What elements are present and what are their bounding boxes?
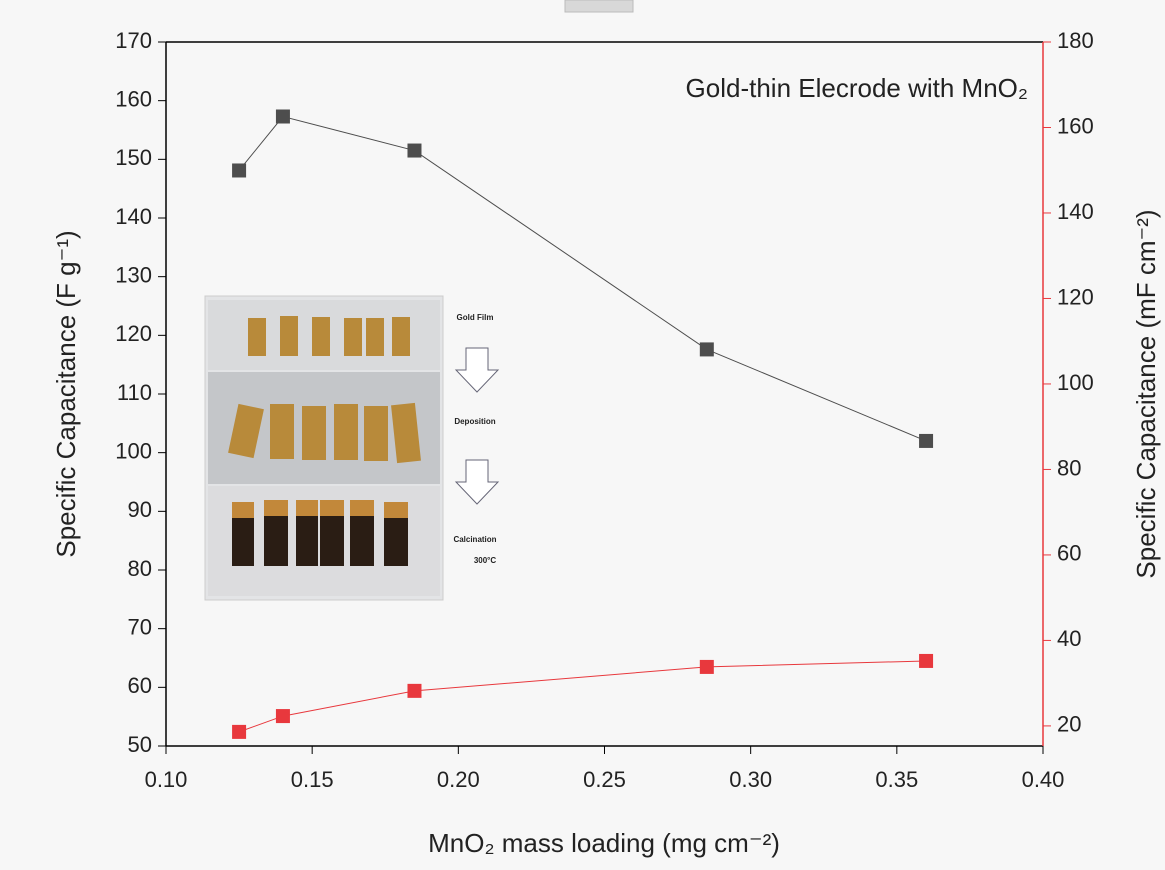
y2-tick-label: 80 xyxy=(1057,455,1081,480)
y-tick-label: 130 xyxy=(115,262,152,287)
marker xyxy=(275,709,290,724)
y2-tick-label: 160 xyxy=(1057,113,1094,138)
x-tick-label: 0.35 xyxy=(875,767,918,792)
inset-label: Calcination xyxy=(453,535,496,544)
x-tick-label: 0.20 xyxy=(437,767,480,792)
y2-tick-label: 20 xyxy=(1057,712,1081,737)
y-tick-label: 170 xyxy=(115,28,152,53)
series-line xyxy=(238,660,927,733)
y-tick-label: 150 xyxy=(115,145,152,170)
x-tick-label: 0.10 xyxy=(145,767,188,792)
marker xyxy=(699,342,714,357)
x-tick-label: 0.40 xyxy=(1022,767,1065,792)
x-axis-label: MnO₂ mass loading (mg cm⁻²) xyxy=(428,828,780,858)
inset-label: Deposition xyxy=(454,417,495,426)
inset-label: 300°C xyxy=(474,556,497,565)
y2-tick-label: 180 xyxy=(1057,28,1094,53)
marker xyxy=(699,659,714,674)
y2-tick-label: 40 xyxy=(1057,626,1081,651)
marker xyxy=(232,163,247,178)
y2-tick-label: 100 xyxy=(1057,370,1094,395)
y-tick-label: 80 xyxy=(128,556,152,581)
y-tick-label: 60 xyxy=(128,673,152,698)
y-tick-label: 90 xyxy=(128,497,152,522)
marker xyxy=(919,653,934,668)
y-tick-label: 140 xyxy=(115,204,152,229)
y-tick-label: 100 xyxy=(115,438,152,463)
marker xyxy=(919,433,934,448)
y-axis-label: Specific Capacitance (F g⁻¹) xyxy=(51,230,81,557)
y-tick-label: 110 xyxy=(117,380,152,405)
marker xyxy=(407,143,422,158)
y2-axis-label: Specific Capacitance (mF cm⁻²) xyxy=(1131,209,1161,578)
y2-tick-label: 120 xyxy=(1057,284,1094,309)
marker xyxy=(275,109,290,124)
y2-tick-label: 140 xyxy=(1057,199,1094,224)
marker xyxy=(407,683,422,698)
top-tab xyxy=(564,0,634,13)
inset-photo xyxy=(204,295,500,601)
y-tick-label: 70 xyxy=(128,614,152,639)
x-tick-label: 0.30 xyxy=(729,767,772,792)
y-tick-label: 120 xyxy=(115,321,152,346)
y-tick-label: 160 xyxy=(115,86,152,111)
inset-label: Gold Film xyxy=(457,313,494,322)
y2-tick-label: 60 xyxy=(1057,541,1081,566)
x-tick-label: 0.15 xyxy=(291,767,334,792)
chart-title: Gold-thin Elecrode with MnO₂ xyxy=(686,73,1028,103)
x-tick-label: 0.25 xyxy=(583,767,626,792)
marker xyxy=(232,724,247,739)
y-tick-label: 50 xyxy=(128,732,152,757)
